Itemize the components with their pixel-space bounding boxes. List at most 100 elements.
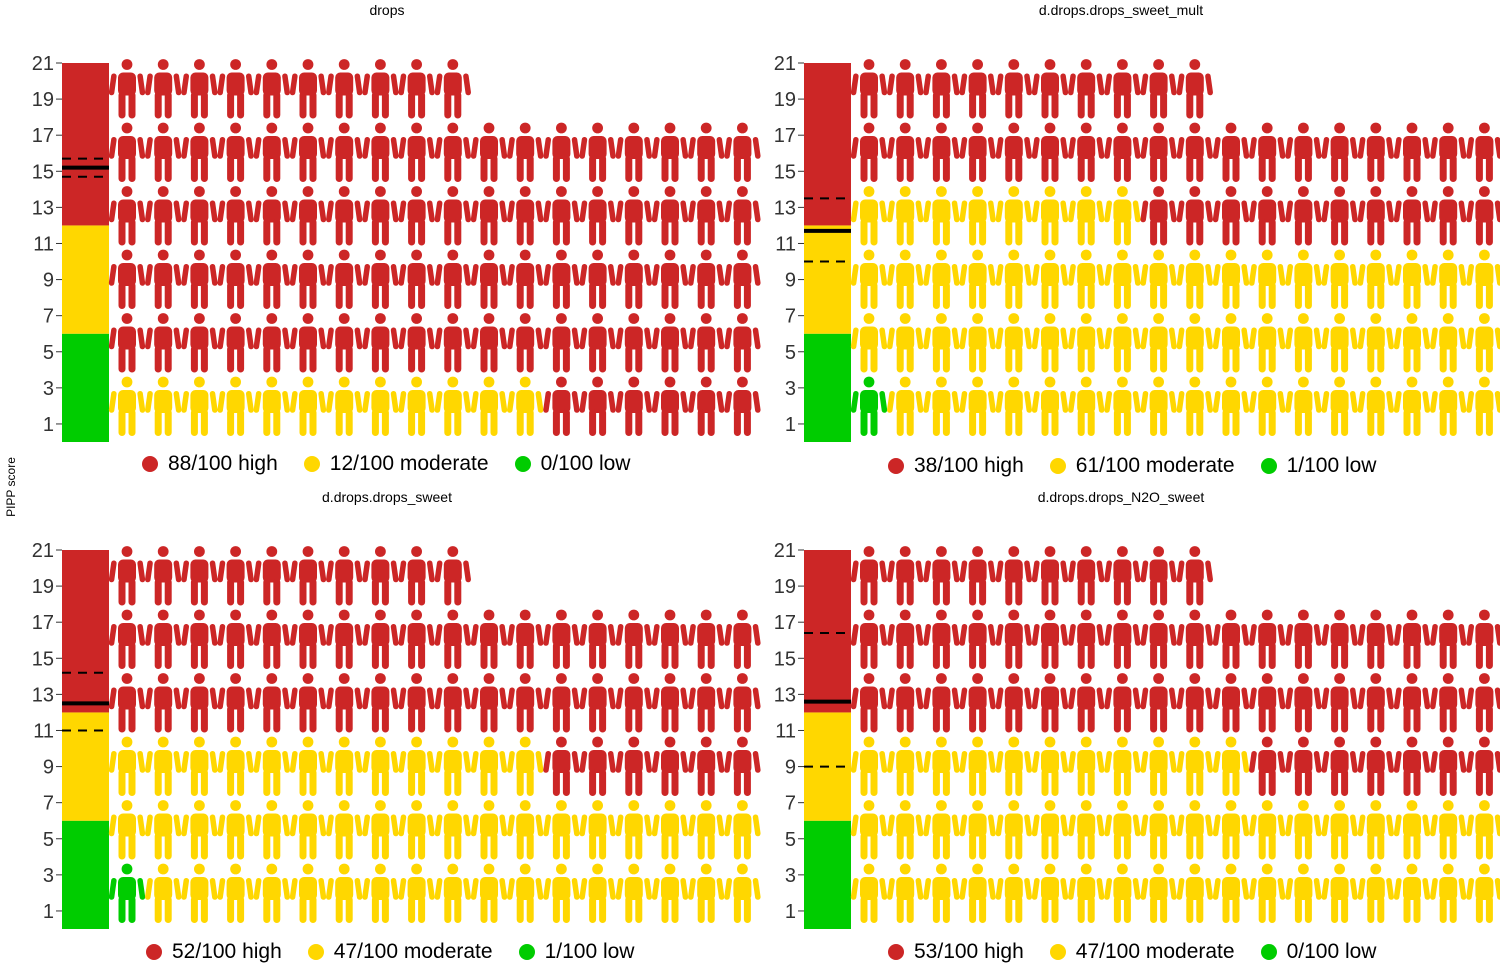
person-icon-moderate	[1393, 376, 1431, 436]
person-icon-moderate	[959, 800, 996, 860]
person-icon-high	[108, 609, 146, 669]
person-icon-moderate	[995, 313, 1032, 373]
person-icon-high	[108, 673, 146, 733]
person-icon-high	[217, 609, 254, 669]
person-icon-moderate	[1357, 863, 1394, 923]
person-icon-high	[688, 249, 725, 309]
y-tick-label: 13	[774, 197, 796, 219]
person-icon-high	[688, 313, 725, 373]
legend-label-low: 1/100 low	[1286, 454, 1377, 477]
person-icon-moderate	[1321, 863, 1358, 923]
person-icon-high	[995, 122, 1032, 182]
person-icon-high	[688, 122, 725, 182]
legend-dot-moderate	[1049, 458, 1066, 474]
person-icon-high	[1212, 673, 1250, 733]
person-icon-high	[1140, 673, 1177, 733]
person-icon-moderate	[579, 863, 616, 923]
person-icon-high	[145, 609, 182, 669]
person-icon-high	[1249, 673, 1286, 733]
person-icon-high	[507, 609, 544, 669]
person-icon-moderate	[398, 800, 435, 860]
person-icon-high	[217, 122, 254, 182]
person-icon-high	[543, 736, 580, 796]
legend-item-low: 0/100 low	[1260, 940, 1376, 964]
person-icon-moderate	[1068, 186, 1105, 246]
person-icon-moderate	[959, 313, 996, 373]
y-tick-label: 21	[32, 53, 54, 75]
person-icon-moderate	[995, 863, 1032, 923]
person-icon-high	[995, 673, 1032, 733]
person-icon-high	[959, 59, 996, 119]
person-icon-high	[688, 609, 725, 669]
person-icon-moderate	[253, 863, 290, 923]
y-tick-label: 11	[775, 233, 796, 255]
person-icon-moderate	[362, 736, 399, 796]
person-icon-high	[289, 249, 327, 309]
legend-item-moderate: 47/100 moderate	[307, 940, 493, 964]
person-icon-high	[1249, 122, 1286, 182]
person-icon-high	[1321, 186, 1358, 246]
score-band-moderate	[804, 225, 851, 334]
person-icon-moderate	[1104, 863, 1141, 923]
person-icon-moderate	[434, 863, 471, 923]
chart-panel-drops-n2o-sweet: d.drops.drops_N2O_sweet 1 3 5 7 9 11 13 15 17 19 2…	[742, 487, 1500, 975]
person-icon-high	[724, 186, 761, 246]
legend-dot-low	[1260, 458, 1277, 474]
person-icon-high	[145, 122, 182, 182]
person-icon-high	[289, 313, 327, 373]
person-icon-moderate	[470, 800, 508, 860]
legend-item-high: 88/100 high	[142, 452, 278, 476]
person-icon-moderate	[887, 313, 924, 373]
person-icon-moderate	[1031, 376, 1069, 436]
person-icon-moderate	[887, 249, 924, 309]
person-icon-moderate	[1140, 313, 1177, 373]
y-tick-label: 21	[774, 540, 796, 562]
person-icon-high	[923, 546, 960, 606]
person-icon-high	[1393, 673, 1431, 733]
legend-dot-moderate	[1049, 944, 1066, 960]
chart-title: d.drops.drops_sweet	[322, 489, 452, 505]
person-icon-high	[434, 186, 471, 246]
person-icon-high	[1212, 122, 1250, 182]
person-icon-high	[959, 122, 996, 182]
person-icon-moderate	[887, 736, 924, 796]
person-icon-high	[145, 249, 182, 309]
person-icon-high	[543, 673, 580, 733]
person-icon-high	[181, 673, 218, 733]
person-icon-high	[887, 122, 924, 182]
person-icon-moderate	[1031, 863, 1069, 923]
person-icon-high	[253, 122, 290, 182]
chart-legend: 53/100 high 47/100 moderate 0/100 low	[888, 940, 1402, 964]
person-icon-moderate	[181, 800, 218, 860]
y-tick-label: 17	[774, 612, 796, 634]
person-icon-high	[1031, 59, 1069, 119]
person-icon-moderate	[1249, 313, 1286, 373]
person-icon-high	[579, 376, 616, 436]
person-icon-high	[1068, 59, 1105, 119]
person-icon-moderate	[923, 313, 960, 373]
person-icon-high	[434, 546, 471, 606]
y-tick-label: 3	[43, 378, 54, 400]
person-icon-moderate	[923, 186, 960, 246]
person-icon-high	[1430, 609, 1467, 669]
person-icon-high	[326, 313, 363, 373]
person-icon-high	[289, 59, 327, 119]
person-icon-high	[1140, 546, 1177, 606]
person-icon-high	[108, 59, 146, 119]
person-icon-moderate	[688, 800, 725, 860]
person-icon-moderate	[507, 863, 544, 923]
person-icon-high	[724, 122, 761, 182]
person-icon-high	[579, 249, 616, 309]
person-icon-high	[724, 313, 761, 373]
person-icon-moderate	[1140, 376, 1177, 436]
person-icon-moderate	[724, 800, 761, 860]
person-icon-high	[651, 249, 689, 309]
person-icon-high	[326, 249, 363, 309]
person-icon-moderate	[1068, 313, 1105, 373]
person-icon-high	[398, 673, 435, 733]
legend-label-high: 88/100 high	[168, 452, 278, 475]
score-band-low	[804, 333, 851, 442]
person-icon-high	[688, 673, 725, 733]
